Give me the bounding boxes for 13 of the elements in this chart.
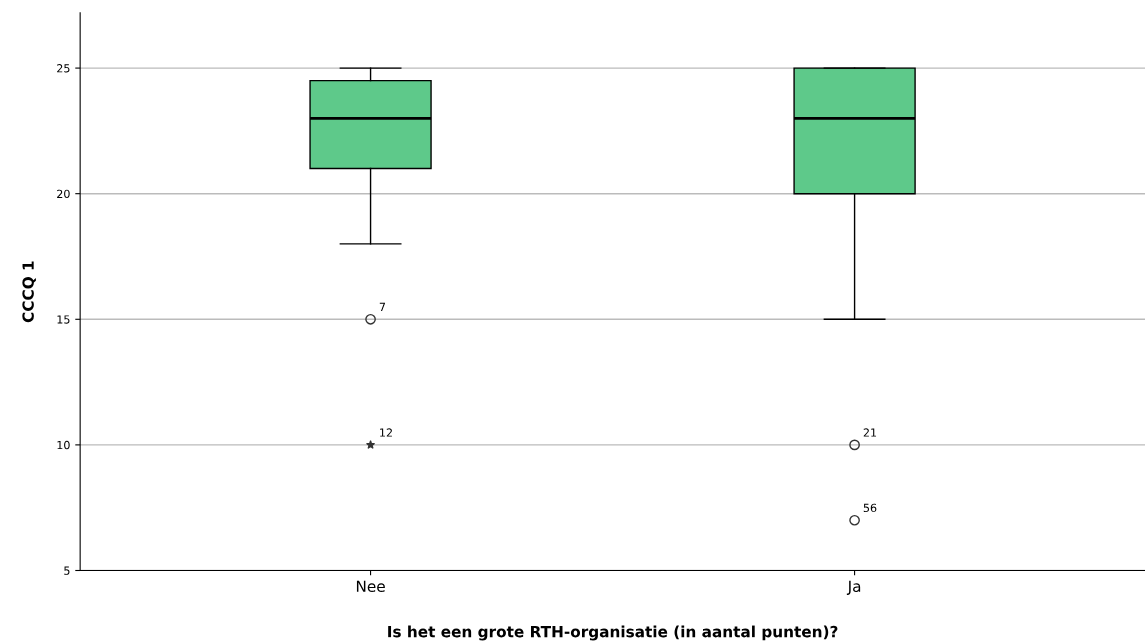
y-tick-label: 25	[57, 64, 70, 73]
y-tick-label: 10	[57, 440, 70, 450]
annotation: 21	[863, 428, 877, 437]
x-tick-label: Ja	[846, 580, 861, 595]
annotation: 7	[379, 302, 386, 311]
y-tick-label: 5	[64, 566, 70, 575]
annotation: 56	[863, 503, 877, 513]
y-tick-label: 20	[57, 189, 70, 199]
y-axis-title: CCCQ 1	[22, 261, 36, 323]
y-tick-label: 15	[57, 315, 70, 324]
x-axis-title: Is het een grote RTH-organisatie (in aantal punten)?	[388, 625, 838, 641]
annotation: 12	[380, 428, 392, 437]
x-tick-label: Nee	[356, 580, 385, 593]
